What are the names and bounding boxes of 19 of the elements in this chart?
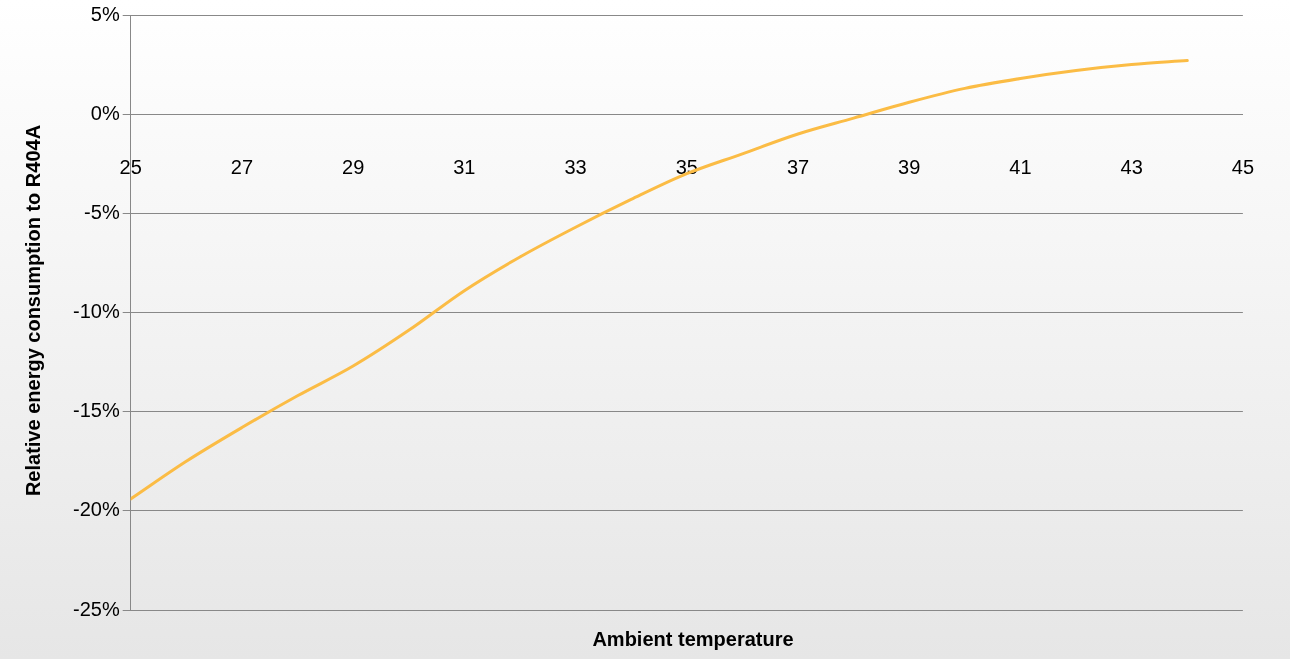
x-tick-label: 27 (230, 155, 254, 178)
y-tick-label: 0% (90, 101, 120, 124)
x-tick-label: 37 (786, 155, 810, 178)
y-tick-label: -10% (72, 300, 120, 323)
x-tick-label: 25 (119, 155, 142, 178)
y-tick-label: -5% (84, 200, 120, 223)
x-tick-label: 39 (898, 155, 921, 178)
y-tick-label: -15% (72, 399, 120, 422)
x-tick-label: 33 (564, 155, 587, 178)
y-tick-label: -20% (72, 498, 120, 521)
y-axis-title: Relative energy consumption to R404A (22, 124, 46, 496)
x-tick-label: 45 (1231, 155, 1254, 178)
x-tick-label: 29 (342, 155, 365, 178)
x-tick-label: 43 (1120, 155, 1143, 178)
x-tick-label: 41 (1009, 155, 1032, 178)
x-tick-label: 31 (453, 155, 476, 178)
x-axis-title: Ambient temperature (591, 628, 795, 651)
y-tick-label: -25% (72, 597, 120, 620)
y-tick-label: 5% (90, 2, 120, 25)
